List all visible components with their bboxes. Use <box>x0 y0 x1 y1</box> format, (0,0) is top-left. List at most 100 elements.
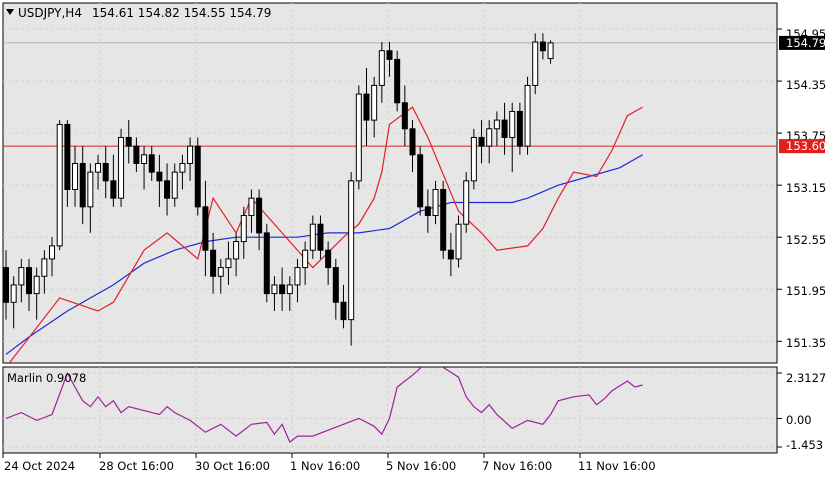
candle-13 <box>102 146 109 199</box>
price-tick-3: 153.15 <box>786 181 826 195</box>
candle-61 <box>470 128 477 190</box>
symbol-label: USDJPY,H4 <box>18 6 82 20</box>
candle-42 <box>325 241 332 285</box>
price-axis[interactable]: 154.95 154.35 153.75 153.15 152.55 151.9… <box>786 27 826 350</box>
candle-body-bear <box>363 93 370 121</box>
price-tick-5: 151.95 <box>786 284 826 298</box>
time-label-4: 5 Nov 16:00 <box>386 459 456 473</box>
candle-21 <box>164 163 171 216</box>
candle-body-bull <box>225 258 232 269</box>
candle-body-bear <box>133 145 140 164</box>
candle-body-bull <box>378 50 385 86</box>
candle-31 <box>240 206 247 259</box>
candle-body-bull <box>72 162 79 191</box>
candle-5 <box>41 250 48 294</box>
candle-body-bear <box>64 123 71 191</box>
candle-37 <box>286 276 293 311</box>
candle-body-bear <box>394 58 401 104</box>
candle-66 <box>509 102 516 173</box>
indicator-tick-bottom: -1.453 <box>786 438 823 452</box>
candle-64 <box>493 111 500 147</box>
candle-52 <box>401 85 408 147</box>
candle-body-bull <box>348 180 355 321</box>
indicator-panel[interactable] <box>2 366 778 454</box>
candle-body-bear <box>332 267 339 303</box>
candle-body-bull <box>18 267 25 286</box>
candle-body-bear <box>386 50 393 60</box>
candle-45 <box>348 172 355 346</box>
slow-ma-line <box>5 154 643 355</box>
candle-56 <box>432 180 439 225</box>
candle-body-bear <box>210 249 217 277</box>
candle-body-bull <box>470 136 477 182</box>
candle-body-bull <box>524 84 531 147</box>
candle-9 <box>72 146 79 207</box>
candle-body-bear <box>110 180 117 199</box>
price-tick-1: 154.35 <box>786 78 826 92</box>
candle-22 <box>171 163 178 207</box>
candle-50 <box>386 42 393 77</box>
candle-body-bull <box>294 267 301 286</box>
candle-62 <box>478 120 485 164</box>
chart-menu-triangle-icon[interactable] <box>6 9 14 15</box>
level-tag <box>779 139 825 154</box>
candle-7 <box>56 120 63 251</box>
candle-12 <box>95 154 102 190</box>
time-label-6: 11 Nov 16:00 <box>578 459 656 473</box>
candle-55 <box>424 189 431 233</box>
candle-body-bull <box>271 284 278 295</box>
indicator-plot <box>5 367 643 443</box>
candle-body-bull <box>49 245 56 260</box>
candle-body-bull <box>87 171 94 208</box>
candle-1 <box>10 276 17 329</box>
candle-19 <box>148 146 155 181</box>
candle-body-bear <box>340 301 347 321</box>
candle-28 <box>217 258 224 294</box>
candle-71 <box>547 40 554 64</box>
candle-body-bear <box>3 267 9 303</box>
marlin-oscillator-line <box>5 367 643 443</box>
time-label-1: 28 Oct 16:00 <box>99 459 174 473</box>
candle-18 <box>141 146 148 190</box>
candle-body-bull <box>371 84 378 121</box>
candle-body-bull <box>455 223 462 260</box>
candle-body-bear <box>263 232 270 295</box>
candle-body-bear <box>317 223 324 251</box>
candle-63 <box>486 120 493 164</box>
price-tags: 154.79 153.60 <box>779 35 826 154</box>
candle-33 <box>256 189 263 251</box>
candle-65 <box>501 102 508 155</box>
candle-body-bear <box>125 136 132 147</box>
candle-body-bear <box>440 189 447 251</box>
indicator-tick-zero: 0.00 <box>786 413 812 427</box>
candle-38 <box>294 258 301 303</box>
indicator-tick-top: 2.3127 <box>786 371 826 385</box>
candle-body-bull <box>95 162 102 173</box>
candle-body-bear <box>79 162 86 208</box>
candle-35 <box>271 276 278 311</box>
candle-49 <box>378 42 385 103</box>
candle-body-bull <box>56 123 63 247</box>
candle-body-bear <box>102 162 109 182</box>
candle-25 <box>194 137 201 216</box>
candle-body-bull <box>532 41 539 86</box>
candle-body-bear <box>156 171 163 182</box>
time-axis[interactable]: 24 Oct 2024 28 Oct 16:00 30 Oct 16:00 1 … <box>2 453 656 473</box>
candle-27 <box>210 232 217 294</box>
level-label: 153.60 <box>786 139 826 153</box>
candle-body-bull <box>286 284 293 295</box>
candle-47 <box>363 68 370 147</box>
candle-51 <box>394 50 401 112</box>
candle-body-bull <box>171 171 178 199</box>
fast-ma-line <box>8 106 643 363</box>
candle-32 <box>248 189 255 233</box>
candle-4 <box>33 267 40 320</box>
candle-body-bull <box>10 284 17 303</box>
candle-59 <box>455 215 462 268</box>
candle-67 <box>516 102 523 155</box>
candle-body-bull <box>118 136 125 199</box>
candle-body-bear <box>501 119 508 138</box>
candle-20 <box>156 154 163 207</box>
candle-body-bear <box>256 197 263 234</box>
